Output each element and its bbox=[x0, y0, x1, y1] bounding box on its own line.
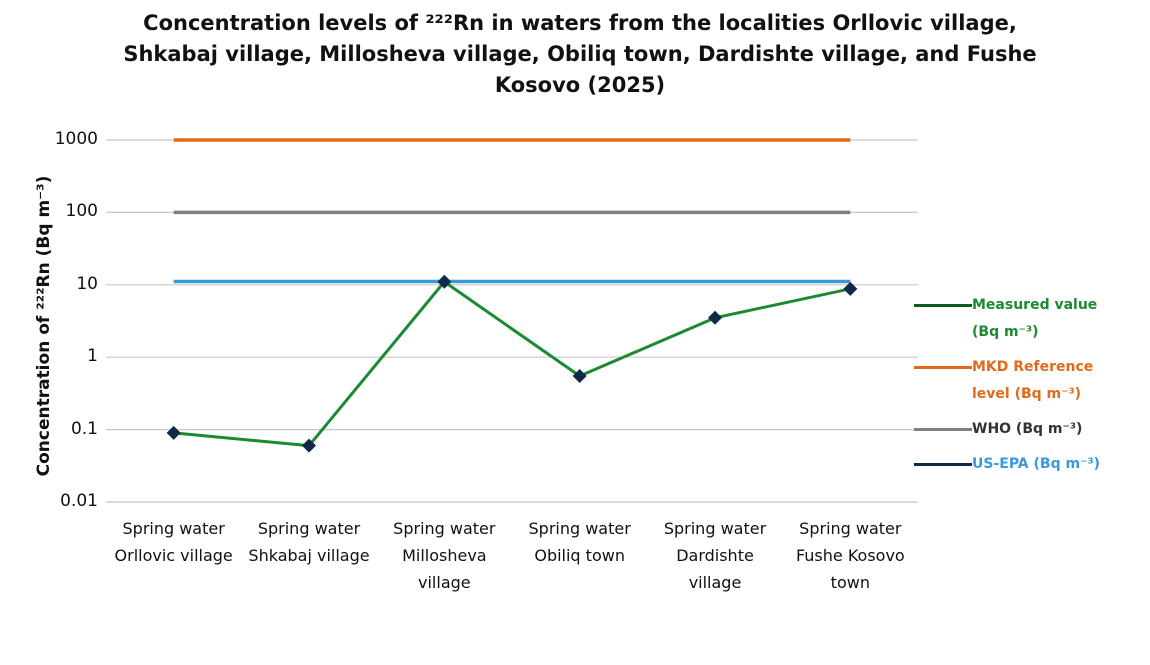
legend-swatch bbox=[914, 463, 972, 466]
legend-label: Measured value (Bq m⁻³) bbox=[972, 297, 1098, 340]
x-tick-label: Spring water Fushe Kosovo town bbox=[795, 519, 905, 592]
y-axis-label: Concentration of ²²²Rn (Bq m⁻³) bbox=[34, 175, 54, 477]
y-tick-label: 0.01 bbox=[60, 491, 98, 511]
data-point bbox=[572, 368, 587, 383]
series-line bbox=[173, 279, 851, 448]
data-point bbox=[708, 310, 722, 325]
data-point bbox=[843, 281, 858, 296]
chart-title: Concentration levels of ²²²Rn in waters … bbox=[123, 11, 1037, 97]
legend-item: US-EPA (Bq m⁻³) bbox=[914, 451, 1144, 478]
legend-item: Measured value (Bq m⁻³) bbox=[914, 292, 1144, 346]
y-tick-label: 10 bbox=[76, 273, 98, 294]
legend-swatch bbox=[914, 428, 972, 431]
legend-swatch bbox=[914, 304, 972, 307]
legend-swatch bbox=[914, 366, 972, 369]
data-point bbox=[302, 438, 316, 453]
x-tick-label: Spring water Orllovic village bbox=[114, 519, 233, 565]
x-tick-label: Spring water Millosheva village bbox=[393, 519, 496, 592]
x-tick-label: Spring water Dardishte village bbox=[663, 519, 767, 592]
legend-label: US-EPA (Bq m⁻³) bbox=[972, 456, 1100, 472]
y-tick-label: 0.1 bbox=[70, 418, 98, 439]
x-tick-label: Spring water Shkabaj village bbox=[248, 519, 370, 565]
data-point bbox=[437, 274, 452, 289]
data-point bbox=[166, 425, 181, 440]
legend-item: WHO (Bq m⁻³) bbox=[914, 416, 1144, 443]
legend-label: MKD Reference level (Bq m⁻³) bbox=[972, 359, 1094, 402]
x-tick-label: Spring water Obiliq town bbox=[528, 519, 631, 565]
y-tick-label: 100 bbox=[65, 201, 98, 222]
legend: Measured value (Bq m⁻³) MKD Reference lev… bbox=[914, 292, 1144, 486]
legend-item: MKD Reference level (Bq m⁻³) bbox=[914, 354, 1144, 408]
legend-label: WHO (Bq m⁻³) bbox=[972, 421, 1083, 437]
y-tick-label: 1 bbox=[87, 346, 98, 367]
y-tick-label: 1000 bbox=[54, 129, 98, 149]
